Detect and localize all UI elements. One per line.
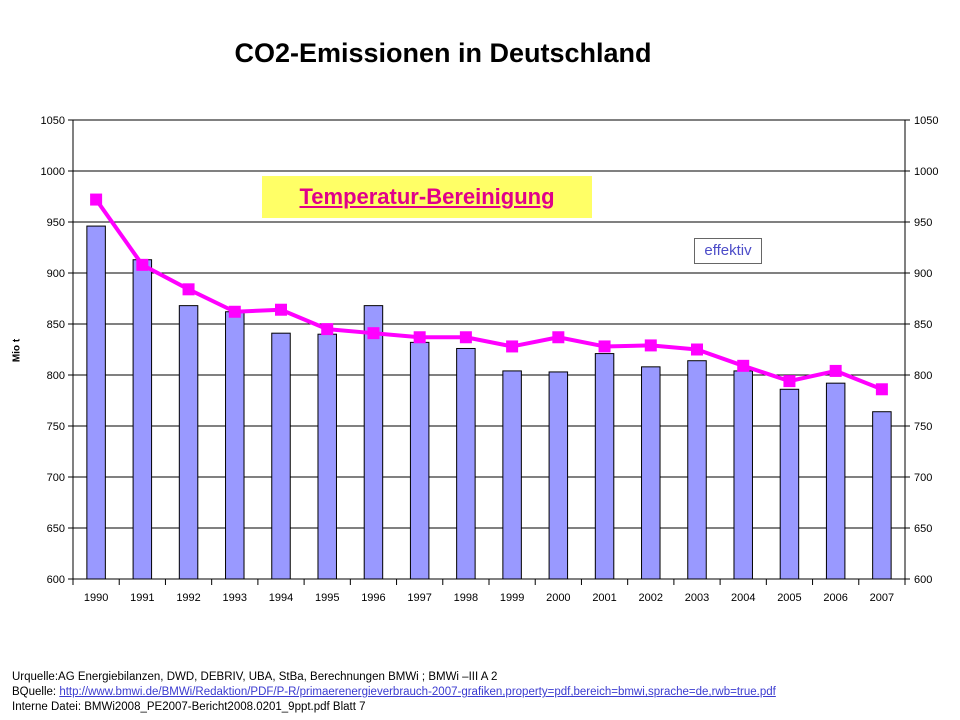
line-path — [94, 198, 883, 392]
y-tick-label-right: 950 — [914, 217, 932, 229]
bar — [363, 305, 384, 580]
line-point — [783, 375, 796, 388]
x-tick-label: 2005 — [777, 592, 801, 604]
footer-source-link[interactable]: http://www.bmwi.de/BMWi/Redaktion/PDF/P-… — [59, 686, 776, 698]
footer-urquelle: Urquelle:AG Energiebilanzen, DWD, DEBRIV… — [12, 671, 498, 683]
y-tick-label-left: 1000 — [41, 166, 65, 178]
line-point — [136, 258, 149, 271]
x-tick-label: 2002 — [639, 592, 663, 604]
line-point — [90, 193, 103, 206]
temperatur-bereinigung-label: Temperatur-Bereinigung — [262, 176, 592, 218]
bar — [594, 353, 615, 580]
line-point — [598, 340, 611, 353]
x-tick-label: 1990 — [84, 592, 108, 604]
y-axis-label: Mio t — [11, 338, 23, 363]
bar — [225, 311, 245, 580]
y-tick-label-right: 750 — [914, 421, 932, 433]
line-point — [506, 340, 519, 353]
x-tick-label: 1991 — [130, 592, 154, 604]
y-tick-label-right: 650 — [914, 523, 932, 535]
y-tick-label-left: 900 — [47, 268, 65, 280]
line-point — [182, 283, 195, 296]
line-point — [228, 305, 241, 318]
line-point — [644, 339, 657, 352]
footer-bquelle-prefix: BQuelle: — [12, 686, 60, 698]
chart-title: CO2-Emissionen in Deutschland — [234, 38, 652, 68]
x-tick-label: 1997 — [407, 592, 431, 604]
y-tick-label-right: 800 — [914, 370, 932, 382]
y-tick-label-left: 800 — [47, 370, 65, 382]
y-tick-label-right: 1050 — [914, 115, 938, 127]
bar — [86, 225, 106, 580]
axes — [68, 119, 910, 585]
y-tick-label-left: 750 — [47, 421, 65, 433]
line-point — [413, 331, 426, 344]
line-point — [367, 327, 380, 340]
line-point — [691, 343, 703, 356]
y-tick-label-right: 900 — [914, 268, 932, 280]
bar — [271, 332, 291, 580]
footer-internal-file: Interne Datei: BMWi2008_PE2007-Bericht20… — [12, 701, 366, 713]
line-point — [459, 331, 472, 344]
x-tick-label: 2001 — [592, 592, 616, 604]
grid-lines — [73, 119, 905, 580]
y-tick-label-left: 1050 — [41, 115, 65, 127]
x-tick-label: 2003 — [685, 592, 709, 604]
chart-canvas: 600 600 650 650 700 700 750 750 800 800 850 850 900 9… — [41, 115, 939, 604]
line-point — [737, 359, 750, 372]
bar — [825, 382, 846, 580]
x-tick-label: 1992 — [176, 592, 200, 604]
bar — [687, 360, 707, 580]
bar — [641, 366, 661, 580]
footer-source: Urquelle:AG Energiebilanzen, DWD, DEBRIV… — [12, 670, 776, 715]
line-point — [321, 323, 334, 336]
bar — [178, 305, 199, 580]
line-point — [829, 364, 842, 377]
x-tick-label: 2007 — [870, 592, 894, 604]
y-tick-label-right: 1000 — [914, 166, 938, 178]
line-series — [90, 193, 888, 396]
y-tick-label-right: 850 — [914, 319, 932, 331]
bar — [132, 259, 153, 580]
bar — [872, 411, 892, 580]
bar-series — [86, 225, 892, 580]
line-point — [275, 303, 287, 316]
x-tick-label: 1993 — [223, 592, 247, 604]
bar — [409, 341, 430, 580]
x-tick-label: 1996 — [361, 592, 385, 604]
tick-labels: 600 600 650 650 700 700 750 750 800 800 850 850 900 9… — [41, 115, 939, 604]
y-tick-label-right: 700 — [914, 472, 932, 484]
bar — [733, 370, 753, 580]
x-tick-label: 1999 — [500, 592, 524, 604]
x-tick-label: 1995 — [315, 592, 339, 604]
y-tick-label-left: 950 — [47, 217, 65, 229]
footer-bquelle: BQuelle: http://www.bmwi.de/BMWi/Redakti… — [12, 685, 776, 700]
bar — [502, 370, 522, 580]
y-tick-label-left: 850 — [47, 319, 65, 331]
x-tick-label: 2006 — [823, 592, 847, 604]
bar — [779, 388, 800, 580]
x-tick-label: 2004 — [731, 592, 755, 604]
bar — [456, 347, 476, 580]
y-tick-label-left: 650 — [47, 523, 65, 535]
line-point — [875, 383, 888, 396]
y-tick-label-right: 600 — [914, 574, 932, 586]
x-tick-label: 2000 — [546, 592, 570, 604]
bar — [548, 371, 569, 580]
bar — [317, 333, 337, 580]
x-tick-label: 1994 — [269, 592, 293, 604]
line-point — [552, 331, 565, 344]
x-tick-label: 1998 — [454, 592, 478, 604]
effektiv-label: effektiv — [694, 238, 762, 264]
y-tick-label-left: 600 — [47, 574, 65, 586]
y-tick-label-left: 700 — [47, 472, 65, 484]
